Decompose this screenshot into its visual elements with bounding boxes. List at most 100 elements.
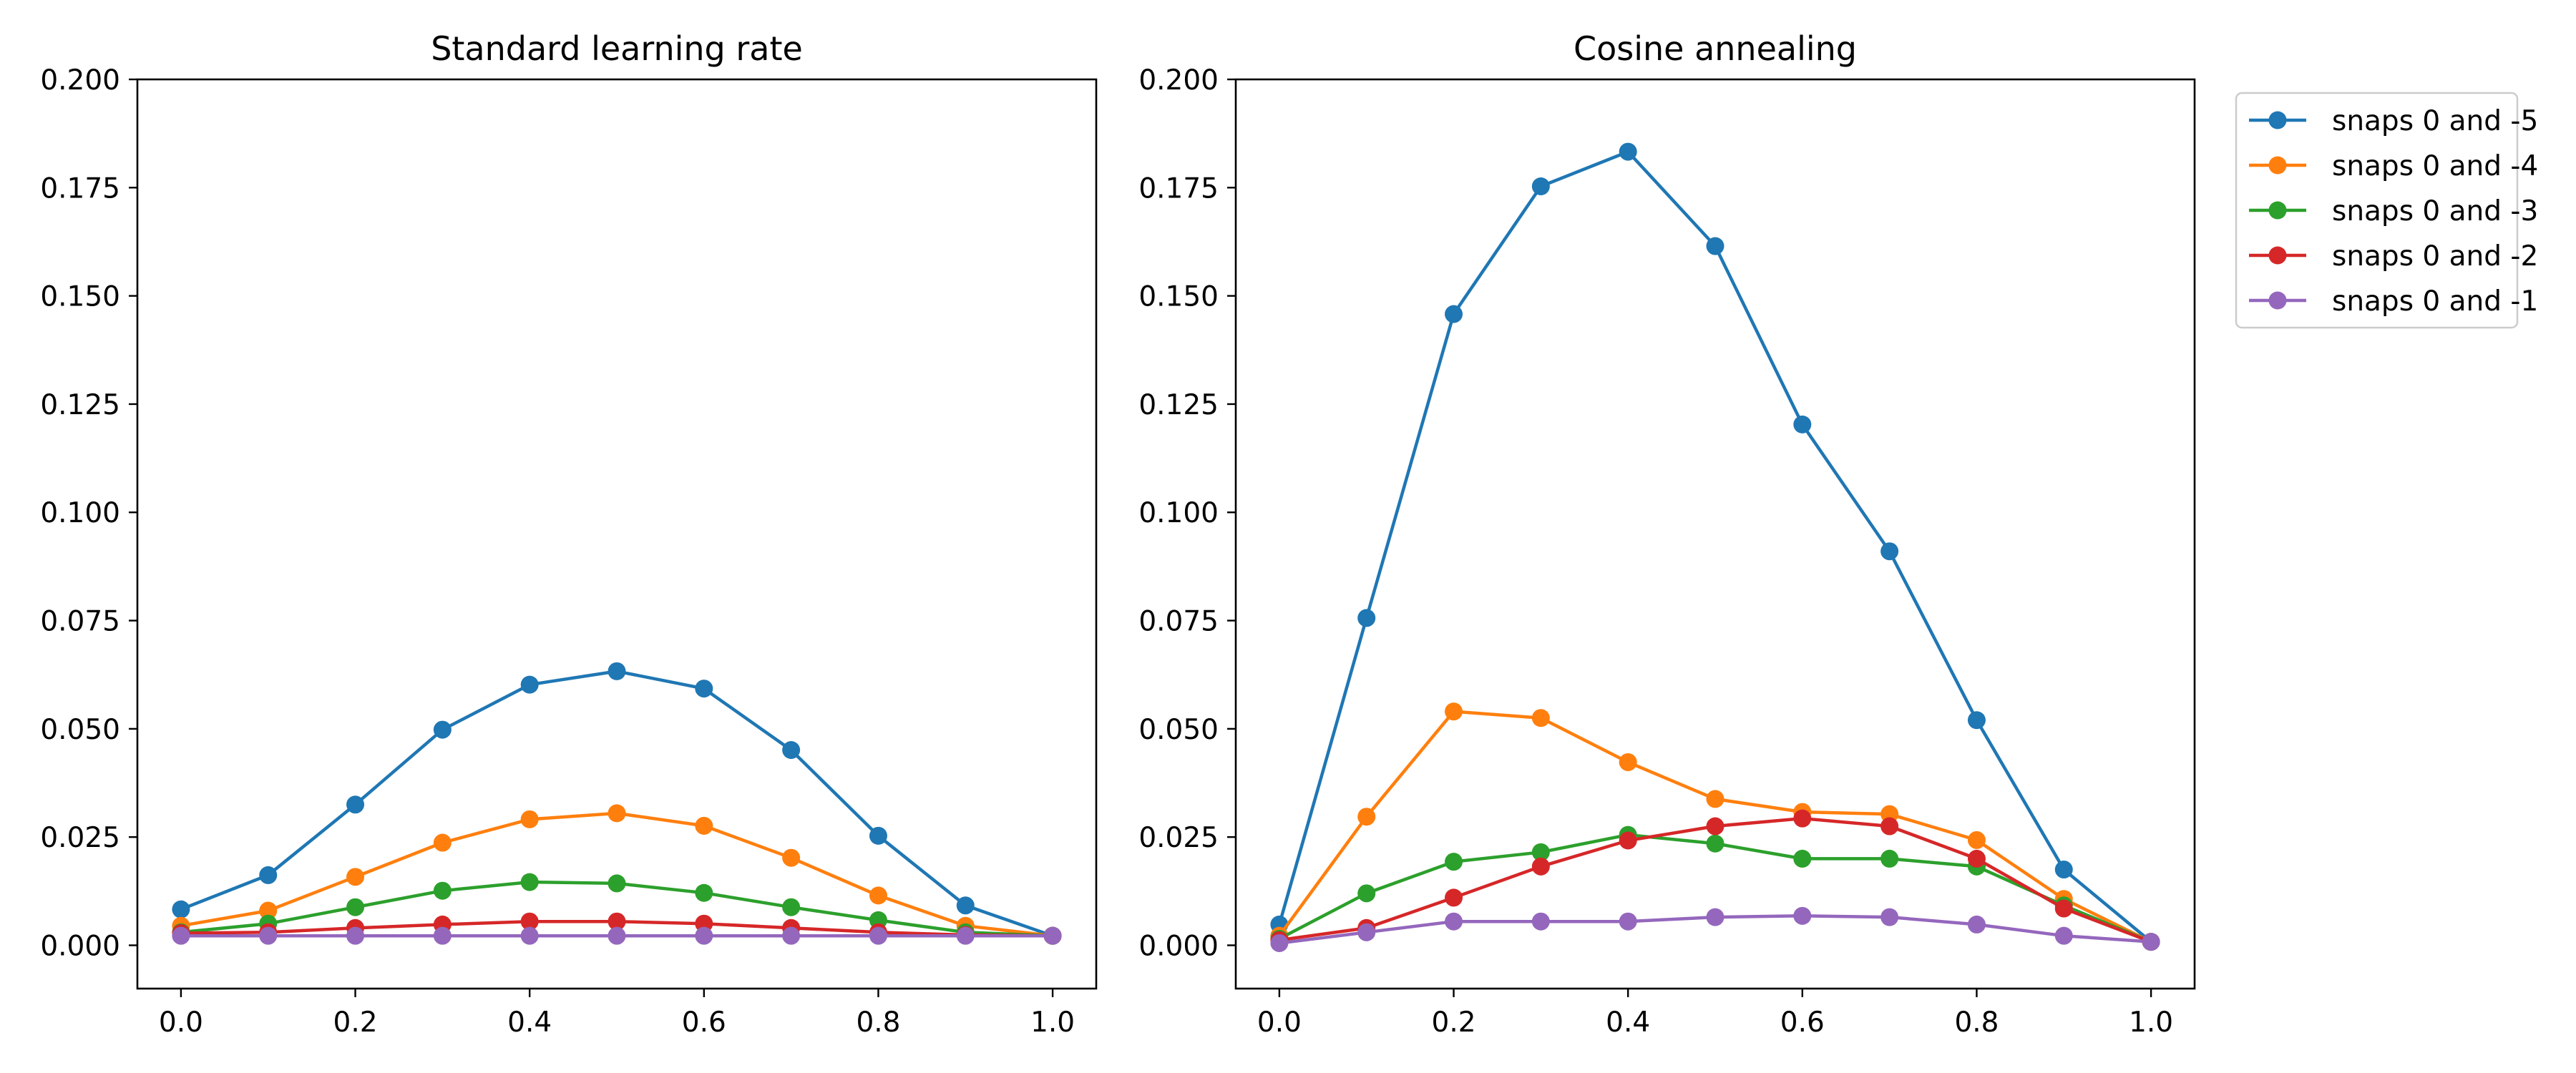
left-data-point-snaps-0-and-minus-1 [259,926,278,945]
right-data-point-snaps-0-and-minus-3 [1445,853,1463,871]
left-data-point-snaps-0-and-minus-4 [869,886,887,905]
left-chart-panel: Standard learning rate 0.0000.0250.0500.… [40,29,1098,1039]
left-x-tick-label: 0.8 [856,1006,900,1039]
left-data-point-snaps-0-and-minus-5 [869,826,887,845]
legend-box [2235,92,2519,329]
left-chart-title: Standard learning rate [431,29,803,68]
left-x-tick-label: 0.2 [333,1006,378,1039]
right-data-point-snaps-0-and-minus-1 [1357,923,1376,941]
right-chart-title: Cosine annealing [1574,29,1857,68]
right-data-point-snaps-0-and-minus-5 [2054,861,2073,879]
right-x-tick-label: 0.2 [1432,1006,1476,1039]
left-x-tick-label: 1.0 [1030,1006,1075,1039]
left-chart-plot-area [172,662,1062,945]
left-data-point-snaps-0-and-minus-4 [520,810,539,828]
left-y-tick-label: 0.000 [40,930,120,962]
right-data-point-snaps-0-and-minus-1 [1706,908,1724,926]
left-data-point-snaps-0-and-minus-1 [346,926,365,945]
left-data-point-snaps-0-and-minus-4 [346,868,365,886]
right-data-point-snaps-0-and-minus-5 [1706,237,1724,255]
legend-marker [2268,156,2287,175]
left-x-tick-label: 0.0 [159,1006,203,1039]
left-data-point-snaps-0-and-minus-5 [346,795,365,814]
right-x-tick-label: 1.0 [2129,1006,2173,1039]
legend-label: snaps 0 and -2 [2332,240,2538,273]
left-y-tick-label: 0.100 [40,497,120,529]
right-data-point-snaps-0-and-minus-2 [1619,831,1637,850]
right-data-point-snaps-0-and-minus-5 [1619,142,1637,161]
right-data-point-snaps-0-and-minus-5 [1531,177,1550,195]
right-data-point-snaps-0-and-minus-1 [2054,926,2073,945]
left-data-point-snaps-0-and-minus-5 [695,680,713,698]
left-chart-frame [136,78,1098,990]
left-data-point-snaps-0-and-minus-5 [259,866,278,884]
left-data-point-snaps-0-and-minus-1 [172,926,190,945]
right-data-point-snaps-0-and-minus-4 [1357,808,1376,826]
right-data-point-snaps-0-and-minus-2 [1967,849,1986,868]
left-data-point-snaps-0-and-minus-5 [172,900,190,918]
left-data-point-snaps-0-and-minus-4 [433,833,452,852]
right-y-tick-label: 0.100 [1138,497,1219,529]
right-data-point-snaps-0-and-minus-3 [1531,843,1550,861]
right-data-point-snaps-0-and-minus-5 [1445,305,1463,323]
left-data-point-snaps-0-and-minus-4 [259,901,278,920]
left-data-point-snaps-0-and-minus-5 [956,896,975,915]
left-data-point-snaps-0-and-minus-1 [520,926,539,945]
right-data-point-snaps-0-and-minus-5 [1793,415,1812,433]
legend-marker [2268,246,2287,265]
right-y-tick-label: 0.150 [1138,281,1219,313]
right-data-point-snaps-0-and-minus-1 [1880,908,1899,926]
left-x-tick-label: 0.6 [682,1006,726,1039]
right-data-point-snaps-0-and-minus-5 [1967,711,1986,730]
left-data-point-snaps-0-and-minus-1 [956,926,975,945]
left-data-point-snaps-0-and-minus-5 [433,720,452,739]
left-y-tick-label: 0.125 [40,389,120,421]
legend: snaps 0 and -5 snaps 0 and -4 snaps 0 and … [2235,92,2538,329]
right-data-point-snaps-0-and-minus-4 [1445,702,1463,721]
right-data-point-snaps-0-and-minus-2 [1706,817,1724,836]
right-data-point-snaps-0-and-minus-3 [1880,849,1899,868]
left-data-point-snaps-0-and-minus-3 [520,873,539,891]
right-data-point-snaps-0-and-minus-4 [1531,709,1550,727]
left-x-tick-label: 0.4 [507,1006,552,1039]
right-chart-plot-area [1270,142,2160,952]
legend-label: snaps 0 and -1 [2332,285,2538,318]
left-data-point-snaps-0-and-minus-3 [433,881,452,900]
left-data-point-snaps-0-and-minus-4 [782,848,801,867]
right-data-point-snaps-0-and-minus-3 [1357,884,1376,903]
left-data-point-snaps-0-and-minus-1 [608,926,626,945]
left-data-point-snaps-0-and-minus-4 [695,816,713,835]
right-data-point-snaps-0-and-minus-1 [1619,912,1637,931]
right-data-point-snaps-0-and-minus-4 [1619,753,1637,771]
left-data-point-snaps-0-and-minus-3 [782,898,801,916]
right-x-tick-label: 0.8 [1954,1006,1999,1039]
left-data-point-snaps-0-and-minus-1 [1043,926,1062,945]
left-y-tick-label: 0.075 [40,606,120,638]
right-data-point-snaps-0-and-minus-4 [1706,790,1724,808]
right-chart-axes: 0.000 0.025 0.050 0.075 0.100 0.125 0.150 0.175… [1138,64,2173,1039]
left-data-point-snaps-0-and-minus-4 [608,804,626,823]
right-x-tick-label: 0.6 [1780,1006,1825,1039]
right-data-point-snaps-0-and-minus-5 [1880,542,1899,561]
left-data-point-snaps-0-and-minus-5 [782,741,801,760]
legend-marker [2268,201,2287,220]
right-data-point-snaps-0-and-minus-2 [1880,817,1899,836]
left-y-tick-label: 0.175 [40,172,120,205]
left-data-point-snaps-0-and-minus-1 [433,926,452,945]
right-data-point-snaps-0-and-minus-1 [1270,934,1289,952]
left-data-point-snaps-0-and-minus-5 [608,662,626,680]
right-data-point-snaps-0-and-minus-2 [2054,899,2073,918]
left-data-point-snaps-0-and-minus-2 [608,912,626,931]
left-data-point-snaps-0-and-minus-1 [782,926,801,945]
left-chart-axes: 0.000 0.025 0.050 0.075 0.100 0.125 0.150 0.175… [40,64,1075,1039]
left-y-tick-label: 0.150 [40,281,120,313]
right-data-point-snaps-0-and-minus-3 [1793,849,1812,868]
right-chart-frame [1234,78,2196,990]
left-data-point-snaps-0-and-minus-3 [608,874,626,893]
right-data-point-snaps-0-and-minus-2 [1445,888,1463,907]
right-data-point-snaps-0-and-minus-2 [1531,857,1550,876]
right-y-tick-label: 0.175 [1138,172,1219,205]
right-data-point-snaps-0-and-minus-1 [1793,906,1812,925]
